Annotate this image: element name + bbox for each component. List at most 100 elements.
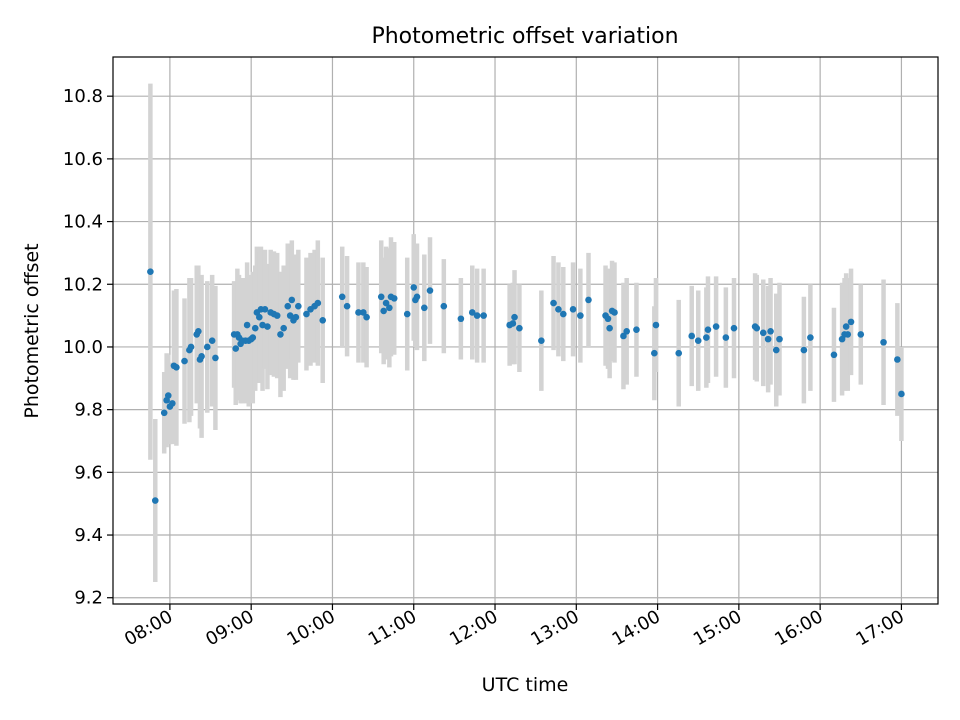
data-point <box>606 324 613 332</box>
data-point <box>410 284 418 291</box>
data-point <box>377 293 385 301</box>
y-tick-label: 9.6 <box>74 462 103 483</box>
data-point <box>569 306 577 313</box>
data-point <box>160 409 168 417</box>
data-point <box>611 309 618 316</box>
data-point <box>703 334 710 341</box>
data-point <box>261 306 269 313</box>
data-point <box>243 321 251 329</box>
y-axis-label: Photometric offset <box>21 243 43 418</box>
data-point <box>286 312 294 319</box>
data-point <box>764 335 772 343</box>
y-tick-label: 9.4 <box>74 525 103 546</box>
y-tick-label: 10.0 <box>63 337 103 358</box>
data-point <box>195 327 202 335</box>
y-tick-label: 10.8 <box>63 86 103 107</box>
data-point <box>198 353 205 360</box>
data-point <box>712 323 720 330</box>
data-point <box>759 329 767 337</box>
data-point <box>295 302 302 310</box>
data-point <box>800 346 808 354</box>
data-point <box>173 364 180 371</box>
data-point <box>319 317 327 324</box>
data-point <box>550 299 557 307</box>
data-point <box>390 295 398 302</box>
data-point <box>894 356 901 363</box>
y-tick-label: 10.6 <box>63 149 103 170</box>
data-point <box>468 309 476 316</box>
data-point <box>212 354 219 362</box>
data-point <box>633 326 640 334</box>
y-tick-label: 10.2 <box>63 274 103 295</box>
data-point <box>382 299 390 307</box>
data-point <box>511 313 518 321</box>
data-point <box>426 287 434 294</box>
data-point <box>847 318 855 326</box>
data-point <box>277 331 284 338</box>
data-point <box>251 324 259 332</box>
data-point <box>473 312 481 319</box>
data-point <box>730 324 738 332</box>
data-point <box>842 323 850 330</box>
data-point <box>651 349 658 357</box>
data-point <box>516 324 523 332</box>
data-point <box>440 302 448 310</box>
y-tick-label: 10.4 <box>63 212 103 233</box>
data-point <box>273 312 281 319</box>
data-point <box>776 335 783 343</box>
data-point <box>284 302 292 310</box>
chart-title: Photometric offset variation <box>371 24 678 49</box>
data-point <box>264 323 271 330</box>
y-tick-label: 9.2 <box>74 588 103 609</box>
data-point <box>509 320 517 327</box>
data-point <box>338 293 346 301</box>
data-point <box>830 351 838 359</box>
data-point <box>147 268 154 276</box>
data-point <box>421 304 428 312</box>
data-point <box>403 310 411 318</box>
data-point <box>169 400 176 407</box>
data-point <box>844 331 852 338</box>
data-point <box>577 312 584 319</box>
data-point <box>694 337 702 344</box>
data-point <box>857 331 865 338</box>
data-point <box>620 332 627 340</box>
data-point <box>303 310 310 318</box>
data-point <box>203 343 211 351</box>
data-point <box>652 321 660 329</box>
data-point <box>559 310 567 318</box>
data-points <box>147 268 905 504</box>
data-point <box>164 392 172 399</box>
data-point <box>772 346 780 354</box>
data-point <box>256 313 263 321</box>
data-point <box>314 299 322 307</box>
data-point <box>181 357 188 365</box>
data-point <box>480 312 487 319</box>
data-point <box>555 306 562 313</box>
data-point <box>380 307 387 315</box>
data-point <box>151 497 159 504</box>
data-point <box>280 324 287 332</box>
data-point <box>623 327 630 335</box>
data-point <box>360 309 367 316</box>
data-point <box>208 337 216 344</box>
data-point <box>722 334 730 341</box>
data-point <box>585 296 592 304</box>
grid <box>113 57 938 604</box>
data-point <box>807 334 814 341</box>
data-point <box>688 332 696 340</box>
x-axis-label: UTC time <box>482 674 569 696</box>
data-point <box>386 304 393 312</box>
data-point <box>343 302 351 310</box>
data-point <box>292 313 300 321</box>
data-point <box>880 338 887 346</box>
data-point <box>767 327 774 335</box>
data-point <box>363 313 370 321</box>
data-point <box>457 315 465 323</box>
data-point <box>704 326 712 334</box>
data-point <box>538 337 545 344</box>
data-point <box>232 345 240 352</box>
data-point <box>413 293 421 301</box>
